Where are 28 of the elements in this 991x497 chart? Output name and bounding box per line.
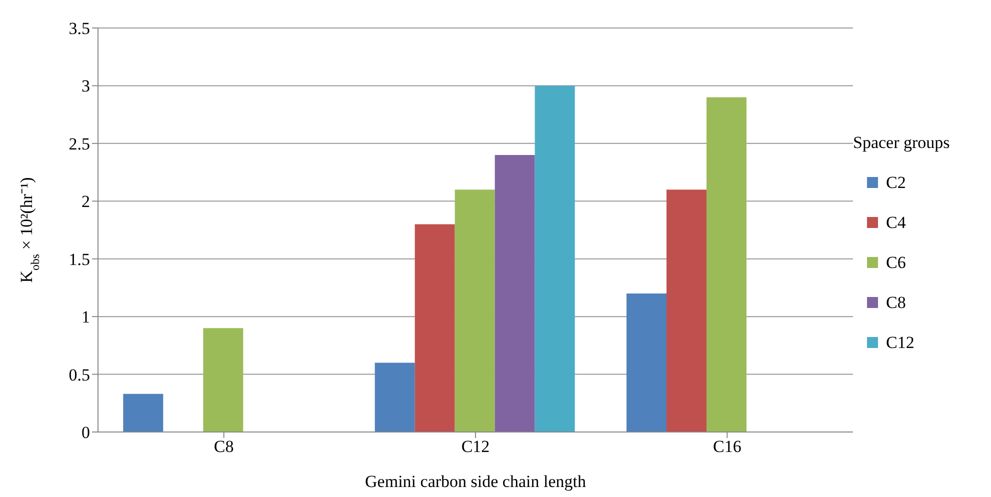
legend-label: C4 bbox=[886, 212, 906, 232]
legend-label: C12 bbox=[886, 332, 914, 352]
bar bbox=[203, 328, 244, 432]
y-tick-label: 3.5 bbox=[68, 19, 90, 38]
y-tick-label: 1 bbox=[82, 308, 90, 327]
y-tick-label: 2 bbox=[82, 192, 90, 212]
bar bbox=[454, 190, 495, 432]
bar bbox=[706, 97, 746, 432]
x-tick-label: C12 bbox=[461, 437, 490, 456]
bar bbox=[626, 293, 666, 432]
bar bbox=[414, 224, 455, 432]
bar bbox=[374, 362, 415, 432]
bar bbox=[123, 394, 164, 432]
legend-title: Spacer groups bbox=[853, 132, 951, 152]
x-axis-title: Gemini carbon side chain length bbox=[365, 472, 586, 491]
x-tick-label: C8 bbox=[214, 437, 234, 456]
bar bbox=[534, 86, 575, 432]
y-tick-label: 2.5 bbox=[68, 134, 90, 154]
y-tick-label: 3 bbox=[82, 76, 90, 96]
y-tick-label: 1.5 bbox=[68, 250, 90, 269]
y-tick-label: 0 bbox=[82, 423, 90, 442]
legend-label: C6 bbox=[886, 252, 906, 272]
legend-label: C8 bbox=[886, 292, 906, 312]
y-tick-label: 0.5 bbox=[68, 365, 90, 384]
bar bbox=[494, 154, 535, 432]
bar bbox=[666, 190, 706, 432]
legend-label: C2 bbox=[886, 172, 906, 192]
x-tick-label: C16 bbox=[712, 437, 742, 456]
